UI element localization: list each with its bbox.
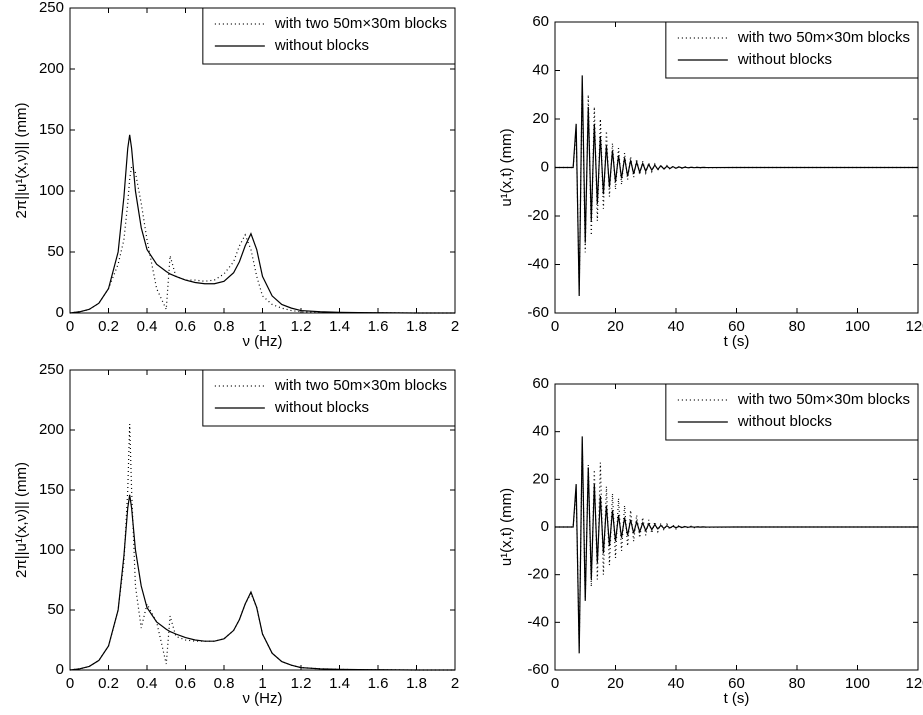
x-tick-label: 100 [845, 675, 870, 692]
x-tick-label: 0.6 [175, 318, 196, 335]
x-tick-label: 20 [607, 675, 624, 692]
legend-box [202, 369, 456, 427]
x-tick-label: 0.4 [137, 318, 158, 335]
x-tick-label: 0 [551, 318, 559, 335]
y-tick-label: 60 [532, 13, 549, 30]
x-axis-label: ν (Hz) [243, 690, 283, 707]
x-tick-label: 100 [845, 318, 870, 335]
y-tick-label: 150 [39, 481, 64, 498]
x-tick-label: 0.8 [214, 675, 235, 692]
y-tick-label: 50 [47, 243, 64, 260]
x-tick-label: 1.6 [368, 318, 389, 335]
y-tick-label: 40 [532, 61, 549, 78]
legend-label: without blocks [737, 413, 832, 430]
y-tick-label: 50 [47, 601, 64, 618]
y-tick-label: 0 [56, 661, 64, 678]
legend-box [665, 21, 919, 79]
x-tick-label: 120 [905, 675, 923, 692]
x-tick-label: 60 [728, 318, 745, 335]
x-tick-label: 2 [451, 675, 459, 692]
x-tick-label: 0.2 [98, 318, 119, 335]
legend-label: without blocks [737, 51, 832, 68]
x-axis-label: ν (Hz) [243, 333, 283, 350]
x-tick-label: 60 [728, 675, 745, 692]
data-line [555, 75, 918, 297]
x-tick-label: 0.8 [214, 318, 235, 335]
x-tick-label: 0 [66, 318, 74, 335]
x-tick-label: 0 [551, 675, 559, 692]
y-axis-label: u¹(x,t) (mm) [498, 128, 515, 206]
x-tick-label: 1 [258, 675, 266, 692]
x-tick-label: 0.2 [98, 675, 119, 692]
x-axis-label: t (s) [724, 333, 750, 350]
legend-label: without blocks [274, 399, 369, 416]
y-tick-label: 20 [532, 470, 549, 487]
y-tick-label: 40 [532, 423, 549, 440]
y-tick-label: 60 [532, 375, 549, 392]
x-tick-label: 1.2 [291, 318, 312, 335]
x-axis-label: t (s) [724, 690, 750, 707]
y-axis-label: 2π||u¹(x,ν)|| (mm) [13, 103, 30, 219]
y-tick-label: 100 [39, 182, 64, 199]
legend-label: with two 50m×30m blocks [737, 391, 910, 408]
data-line [555, 436, 918, 654]
panel: 0 0.2 0.4 0.6 0.8 1 1.2 1.4 1.6 1.8 2 0 50 100 150 200 2… [13, 0, 459, 350]
x-tick-label: 0.6 [175, 675, 196, 692]
x-tick-label: 40 [668, 675, 685, 692]
legend-label: with two 50m×30m blocks [274, 377, 447, 394]
y-axis-label: 2π||u¹(x,ν)|| (mm) [13, 462, 30, 578]
y-tick-label: -40 [527, 613, 549, 630]
y-tick-label: 250 [39, 0, 64, 16]
x-tick-label: 1.2 [291, 675, 312, 692]
x-tick-label: 1.8 [406, 675, 427, 692]
legend-box [665, 383, 919, 441]
legend: with two 50m×30m blocks without blocks [665, 21, 919, 79]
x-tick-label: 1 [258, 318, 266, 335]
y-tick-label: -60 [527, 304, 549, 321]
x-tick-label: 2 [451, 318, 459, 335]
x-tick-label: 120 [905, 318, 923, 335]
x-tick-label: 20 [607, 318, 624, 335]
y-tick-label: 200 [39, 60, 64, 77]
legend-label: without blocks [274, 37, 369, 54]
y-tick-label: 0 [541, 518, 549, 535]
legend-box [202, 7, 456, 65]
data-line [69, 164, 455, 314]
x-tick-label: 80 [789, 675, 806, 692]
y-tick-label: 0 [541, 158, 549, 175]
y-tick-label: -20 [527, 566, 549, 583]
legend: with two 50m×30m blocks without blocks [202, 7, 456, 65]
x-tick-label: 0.4 [137, 675, 158, 692]
y-tick-label: 100 [39, 541, 64, 558]
y-axis-label: u¹(x,t) (mm) [498, 488, 515, 566]
x-tick-label: 40 [668, 318, 685, 335]
panel: 0 0.2 0.4 0.6 0.8 1 1.2 1.4 1.6 1.8 2 0 50 100 150 200 2… [13, 361, 459, 707]
legend-label: with two 50m×30m blocks [274, 15, 447, 32]
y-tick-label: 250 [39, 361, 64, 378]
y-tick-label: 200 [39, 421, 64, 438]
legend: with two 50m×30m blocks without blocks [202, 369, 456, 427]
x-tick-label: 1.8 [406, 318, 427, 335]
x-tick-label: 1.4 [329, 675, 350, 692]
y-tick-label: -40 [527, 255, 549, 272]
y-tick-label: -60 [527, 661, 549, 678]
legend-label: with two 50m×30m blocks [737, 29, 910, 46]
y-tick-label: 20 [532, 110, 549, 127]
x-tick-label: 1.4 [329, 318, 350, 335]
x-tick-label: 1.6 [368, 675, 389, 692]
y-tick-label: -20 [527, 207, 549, 224]
x-tick-label: 0 [66, 675, 74, 692]
x-tick-label: 80 [789, 318, 806, 335]
legend: with two 50m×30m blocks without blocks [665, 383, 919, 441]
data-line [69, 134, 455, 314]
y-tick-label: 0 [56, 304, 64, 321]
y-tick-label: 150 [39, 121, 64, 138]
data-line [69, 494, 455, 671]
